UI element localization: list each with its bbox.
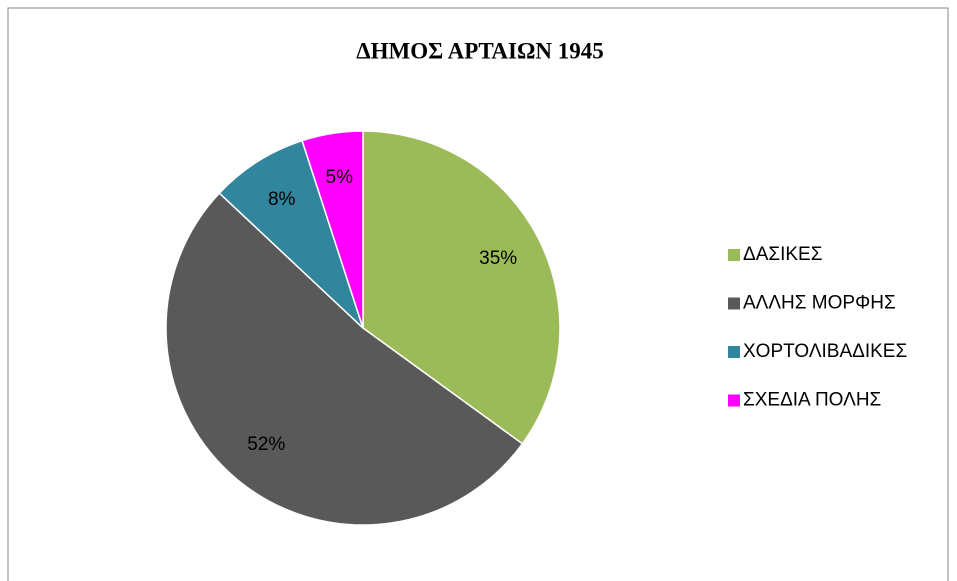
pie-slice <box>218 139 364 329</box>
pie-slice <box>362 130 561 445</box>
legend-swatch <box>728 249 740 261</box>
legend-label: ΣΧΕΔΙΑ ΠΟΛΗΣ <box>743 390 881 411</box>
data-label: 5% <box>326 167 354 188</box>
data-label: 35% <box>479 248 517 269</box>
chart-title: ΔΗΜΟΣ ΑΡΤΑΙΩΝ 1945 <box>356 38 604 63</box>
chart-border <box>7 7 949 581</box>
data-label: 52% <box>247 434 285 455</box>
pie-slice <box>301 130 364 329</box>
data-label: 8% <box>268 189 296 210</box>
legend-label: ΑΛΛΗΣ ΜΟΡΦΗΣ <box>743 293 896 314</box>
legend-swatch <box>728 297 740 310</box>
legend-swatch <box>728 346 740 358</box>
legend-label: ΧΟΡΤΟΛΙΒΑΔΙΚΕΣ <box>743 341 907 362</box>
pie-slice <box>165 192 524 526</box>
legend-label: ΔΑΣΙΚΕΣ <box>743 244 822 265</box>
legend-swatch <box>728 394 740 407</box>
